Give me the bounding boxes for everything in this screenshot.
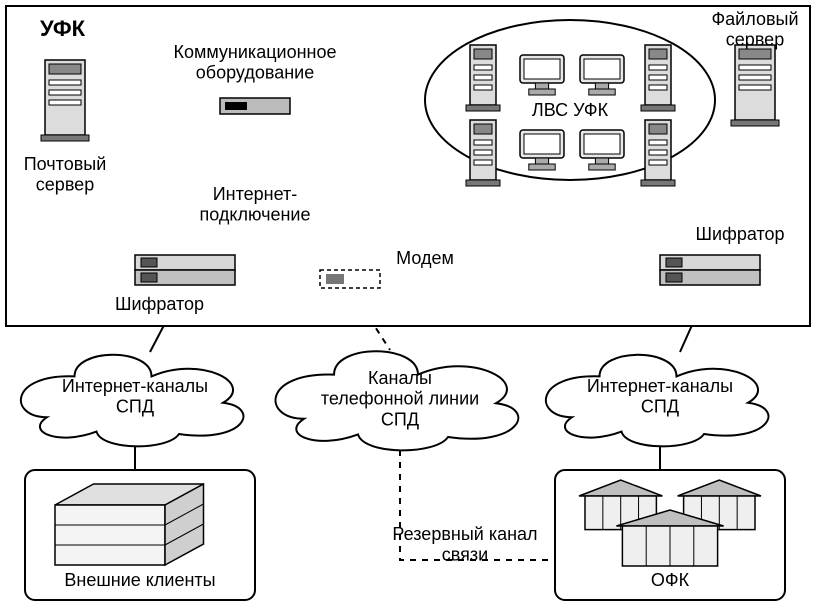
lvs-tower-2 [641,45,675,111]
encoder-left-icon [135,255,235,285]
network-diagram: УФКПочтовыйсерверФайловыйсерверЛВС УФККо… [0,0,817,611]
comm-equipment-label: Коммуникационноеоборудование [173,42,336,83]
internet-connection-label: Интернет-подключение [200,184,311,225]
encoder-right-icon [660,255,760,285]
external-clients-label: Внешние клиенты [64,570,215,590]
external-clients-icon [55,484,204,565]
mail-server-label: Почтовыйсервер [24,154,107,195]
mail-server-icon [41,60,89,141]
backup-channel-label: Резервный каналсвязи [392,524,537,565]
modem-label: Модем [396,248,454,268]
lvs-tower-3 [466,120,500,186]
ofk-label: ОФК [651,570,690,590]
lvs-tower-1 [466,45,500,111]
lvs-ufk-label: ЛВС УФК [532,100,609,120]
ufk-title: УФК [40,16,86,41]
lvs-tower-4 [641,120,675,186]
encoder-right-label: Шифратор [695,224,784,244]
file-server-icon [731,45,779,126]
encoder-left-label: Шифратор [115,294,204,314]
